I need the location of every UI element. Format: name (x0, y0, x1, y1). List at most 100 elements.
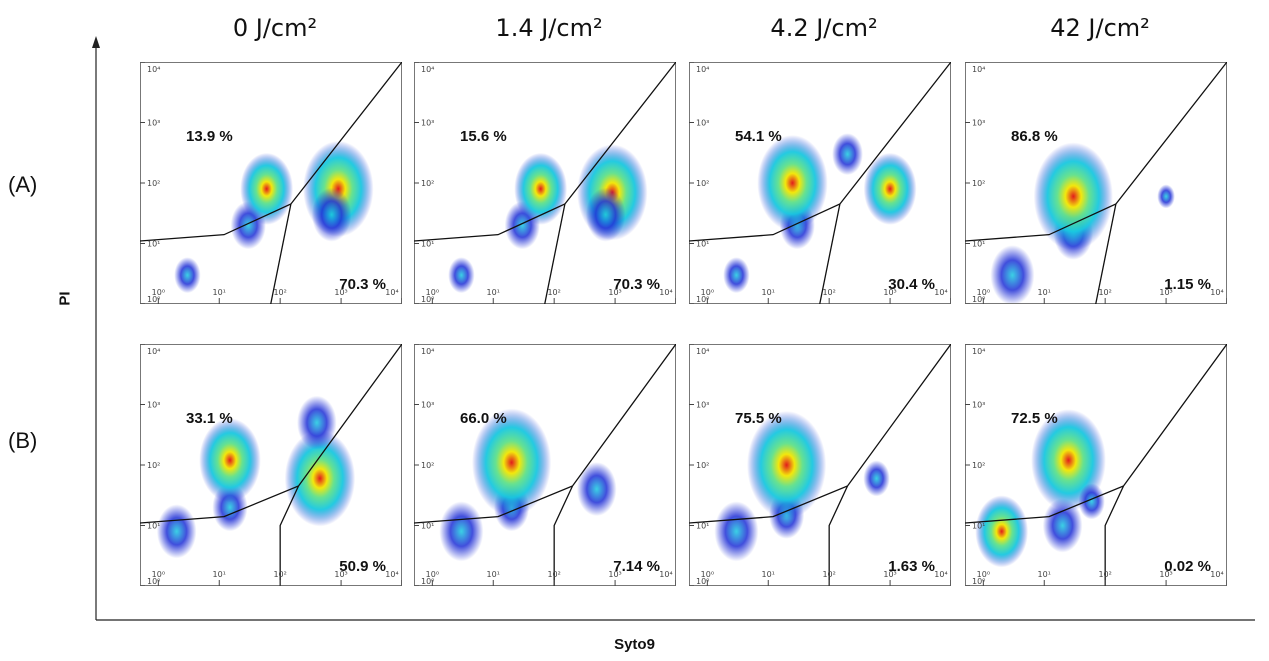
panel-plot: 10⁰ 10¹ 10² 10³ 10⁴ 10⁰ 10¹ 10² 10³ 10⁴ (414, 62, 676, 304)
x-tick-label: 10⁴ (1210, 288, 1223, 297)
scatter-panel: 10⁰ 10¹ 10² 10³ 10⁴ 10⁰ 10¹ 10² 10³ 10⁴ 72.5 % 0.02… (965, 344, 1227, 586)
x-tick-label: 10³ (334, 570, 347, 579)
x-tick-label: 10³ (334, 288, 347, 297)
column-title-3: 42 J/cm² (1050, 14, 1150, 42)
gate-line-lower (1104, 485, 1125, 586)
x-tick-label: 10¹ (487, 570, 500, 579)
y-tick-label: 10⁴ (147, 65, 160, 74)
density-cloud (471, 408, 552, 517)
panel-plot: 10⁰ 10¹ 10² 10³ 10⁴ 10⁰ 10¹ 10² 10³ 10⁴ (140, 344, 402, 586)
density-cloud (199, 418, 261, 503)
y-tick-label: 10² (972, 461, 985, 470)
gate-line-lower (544, 203, 566, 304)
density-cloud (990, 245, 1035, 304)
y-tick-label: 10⁰ (696, 577, 709, 586)
upper-left-percentage: 75.5 % (735, 410, 782, 427)
y-tick-label: 10⁰ (421, 577, 434, 586)
scatter-panel: 10⁰ 10¹ 10² 10³ 10⁴ 10⁰ 10¹ 10² 10³ 10⁴ 66.0 % 7.14… (414, 344, 676, 586)
x-tick-label: 10¹ (762, 288, 775, 297)
x-tick-label: 10¹ (213, 288, 226, 297)
y-tick-label: 10⁴ (696, 347, 709, 356)
y-tick-label: 10³ (972, 119, 985, 128)
x-tick-label: 10³ (883, 570, 896, 579)
gate-line-lower (828, 485, 849, 586)
x-tick-label: 10⁴ (934, 570, 947, 579)
gate-line-upper (140, 344, 402, 524)
y-tick-label: 10⁴ (696, 65, 709, 74)
density-cloud (240, 152, 294, 225)
column-title-2: 4.2 J/cm² (770, 14, 878, 42)
panel-plot: 10⁰ 10¹ 10² 10³ 10⁴ 10⁰ 10¹ 10² 10³ 10⁴ (965, 62, 1227, 304)
x-tick-label: 10⁰ (152, 570, 165, 579)
x-tick-label: 10⁰ (977, 570, 990, 579)
x-tick-label: 10³ (1159, 288, 1172, 297)
gate-line-upper (689, 62, 951, 242)
y-tick-label: 10⁰ (147, 295, 160, 304)
x-tick-label: 10⁰ (426, 288, 439, 297)
x-tick-label: 10² (1098, 570, 1111, 579)
y-tick-label: 10² (147, 461, 160, 470)
x-tick-label: 10⁴ (659, 288, 672, 297)
y-tick-label: 10³ (696, 119, 709, 128)
y-tick-label: 10² (421, 461, 434, 470)
upper-left-percentage: 33.1 % (186, 410, 233, 427)
x-tick-label: 10¹ (762, 570, 775, 579)
x-tick-label: 10⁰ (977, 288, 990, 297)
density-cloud (297, 395, 337, 450)
x-tick-label: 10² (547, 570, 560, 579)
density-cloud (1157, 184, 1175, 209)
upper-left-percentage: 13.9 % (186, 128, 233, 145)
density-cloud (448, 257, 475, 294)
y-tick-label: 10⁴ (972, 65, 985, 74)
gate-line-lower (553, 485, 574, 586)
y-tick-label: 10⁰ (421, 295, 434, 304)
y-tick-label: 10¹ (147, 240, 160, 249)
density-cloud (863, 460, 890, 497)
y-tick-label: 10² (972, 179, 985, 188)
density-cloud (1078, 483, 1105, 520)
lower-right-percentage: 0.02 % (1164, 558, 1211, 575)
density-cloud (863, 152, 917, 225)
lower-right-percentage: 7.14 % (613, 558, 660, 575)
gate-line-upper (965, 62, 1227, 242)
lower-right-percentage: 1.63 % (888, 558, 935, 575)
lower-right-percentage: 70.3 % (613, 276, 660, 293)
panel-plot: 10⁰ 10¹ 10² 10³ 10⁴ 10⁰ 10¹ 10² 10³ 10⁴ (140, 62, 402, 304)
x-axis-label: Syto9 (614, 636, 655, 653)
y-tick-label: 10⁰ (696, 295, 709, 304)
y-tick-label: 10¹ (972, 240, 985, 249)
y-tick-label: 10¹ (972, 522, 985, 531)
y-tick-label: 10³ (147, 401, 160, 410)
x-tick-label: 10² (822, 570, 835, 579)
panel-plot: 10⁰ 10¹ 10² 10³ 10⁴ 10⁰ 10¹ 10² 10³ 10⁴ (414, 344, 676, 586)
scatter-panel: 10⁰ 10¹ 10² 10³ 10⁴ 10⁰ 10¹ 10² 10³ 10⁴ 54.1 % 30.4… (689, 62, 951, 304)
gate-line-lower (270, 203, 292, 304)
density-cloud (975, 495, 1029, 568)
y-tick-label: 10¹ (696, 522, 709, 531)
x-tick-label: 10³ (608, 570, 621, 579)
density-cloud (284, 430, 356, 527)
scatter-panel: 10⁰ 10¹ 10² 10³ 10⁴ 10⁰ 10¹ 10² 10³ 10⁴ 86.8 % 1.15… (965, 62, 1227, 304)
x-tick-label: 10⁰ (701, 570, 714, 579)
upper-left-percentage: 72.5 % (1011, 410, 1058, 427)
density-cloud (723, 257, 750, 294)
x-tick-label: 10⁴ (934, 288, 947, 297)
x-tick-label: 10¹ (213, 570, 226, 579)
gate-line-upper (140, 62, 402, 242)
lower-right-percentage: 70.3 % (339, 276, 386, 293)
panel-plot: 10⁰ 10¹ 10² 10³ 10⁴ 10⁰ 10¹ 10² 10³ 10⁴ (689, 62, 951, 304)
y-tick-label: 10⁴ (421, 347, 434, 356)
x-tick-label: 10⁴ (385, 570, 398, 579)
y-tick-label: 10⁰ (972, 577, 985, 586)
y-tick-label: 10¹ (696, 240, 709, 249)
gate-line-lower (819, 203, 841, 304)
y-tick-label: 10² (421, 179, 434, 188)
y-tick-label: 10¹ (421, 240, 434, 249)
scatter-panel: 10⁰ 10¹ 10² 10³ 10⁴ 10⁰ 10¹ 10² 10³ 10⁴ 15.6 % 70.3… (414, 62, 676, 304)
y-axis-label: PI (56, 291, 74, 306)
scatter-panel: 10⁰ 10¹ 10² 10³ 10⁴ 10⁰ 10¹ 10² 10³ 10⁴ 13.9 % 70.3… (140, 62, 402, 304)
gate-line-lower (1095, 203, 1117, 304)
y-tick-label: 10² (696, 179, 709, 188)
density-cloud (832, 133, 863, 176)
y-tick-label: 10¹ (421, 522, 434, 531)
